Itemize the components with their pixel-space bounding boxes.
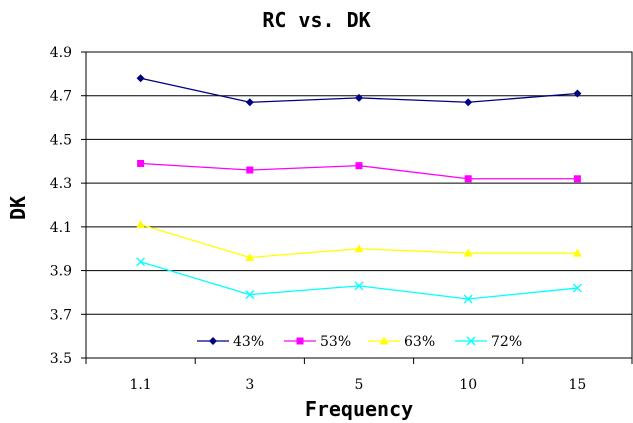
- data-point: [136, 257, 146, 267]
- legend-label: 72%: [491, 334, 522, 350]
- gridlines: [86, 95, 632, 315]
- y-tick-label: 4.9: [50, 45, 72, 61]
- series-1: [136, 74, 582, 107]
- legend-item: 53%: [284, 334, 351, 350]
- data-point: [355, 93, 363, 102]
- data-point: [355, 162, 363, 170]
- legend: 43% 53% 63% 72%: [197, 334, 522, 350]
- data-point: [573, 89, 582, 98]
- y-tick-label: 4.3: [50, 176, 72, 192]
- data-point: [464, 98, 473, 107]
- series-2: [137, 159, 581, 183]
- legend-item: 43%: [197, 334, 264, 350]
- data-point: [463, 294, 473, 304]
- legend-marker: [466, 336, 476, 346]
- y-tick-label: 4.7: [50, 89, 72, 105]
- series-3: [136, 220, 582, 261]
- x-tick-label: 10: [459, 377, 477, 393]
- legend-label: 53%: [320, 334, 351, 350]
- data-point: [463, 248, 473, 257]
- x-tick-label: 3: [245, 377, 254, 393]
- y-tick-label: 4.5: [50, 132, 72, 148]
- y-tick-label: 3.9: [50, 264, 72, 280]
- legend-item: 63%: [368, 334, 435, 350]
- x-tick-label: 5: [355, 377, 364, 393]
- legend-item: 72%: [455, 334, 522, 350]
- x-tick-label: 15: [568, 377, 586, 393]
- data-point: [354, 281, 364, 291]
- series-lines: [136, 74, 582, 304]
- y-tick-label: 4.1: [50, 220, 72, 236]
- x-tick-label: 1.1: [129, 377, 151, 393]
- axes: 3.5 3.7 3.9 4.1 4.3 4.5 4.7 4.9 1.1 3 5 10 15: [50, 45, 633, 393]
- data-point: [572, 283, 582, 293]
- legend-label: 43%: [233, 334, 264, 350]
- legend-marker: [209, 337, 217, 345]
- data-point: [354, 244, 364, 253]
- plot-area: [85, 51, 633, 359]
- legend-label: 63%: [404, 334, 435, 350]
- data-point: [136, 74, 145, 83]
- x-axis-label: Frequency: [304, 397, 414, 421]
- data-point: [137, 159, 145, 167]
- series-line: [140, 261, 578, 300]
- legend-marker: [296, 337, 304, 345]
- data-point: [572, 248, 582, 257]
- chart-title: RC vs. DK: [262, 8, 371, 32]
- data-point: [245, 252, 255, 261]
- series-line: [140, 224, 578, 259]
- data-point: [573, 175, 581, 183]
- series-4: [136, 257, 582, 304]
- data-point: [245, 98, 254, 107]
- data-point: [136, 220, 146, 229]
- data-point: [464, 175, 472, 183]
- legend-marker: [379, 336, 389, 345]
- data-point: [245, 290, 255, 300]
- y-tick-label: 3.5: [50, 351, 72, 367]
- data-point: [246, 166, 254, 174]
- y-tick-label: 3.7: [50, 307, 72, 323]
